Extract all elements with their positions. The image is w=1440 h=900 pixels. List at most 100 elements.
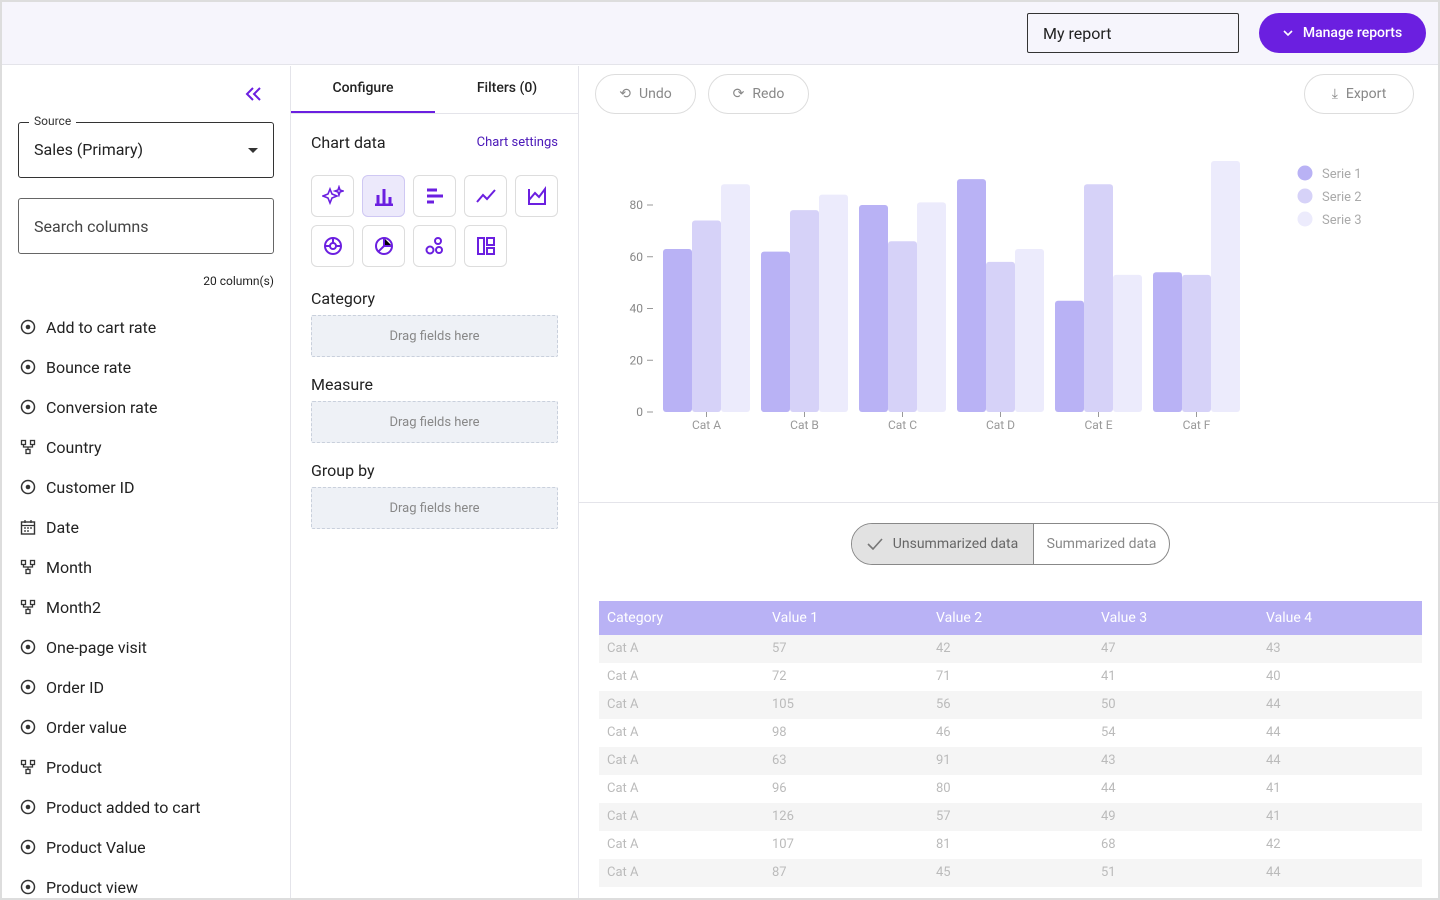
bar[interactable] [1153,272,1182,412]
section-title: Group by [311,461,375,480]
column-item[interactable]: Product [20,755,102,779]
chart-settings-link[interactable]: Chart settings [476,135,558,150]
bar[interactable] [1055,300,1084,412]
bar[interactable] [692,220,721,412]
row-stripe [599,747,1422,775]
column-icon [20,559,36,575]
bar[interactable] [721,184,750,412]
configure-tab[interactable]: Configure [332,80,394,96]
column-icon [20,839,36,855]
column-item[interactable]: Product Value [20,835,146,859]
horizontal-bar-button[interactable] [413,175,456,217]
bar[interactable] [1211,161,1240,412]
drop-zone[interactable]: Drag fields here [311,401,558,443]
table-cell: Cat A [607,809,639,824]
row-stripe [599,803,1422,831]
header-cell: Value 1 [772,610,819,626]
icon: ⟲ [619,86,632,102]
table-cell: 72 [772,669,787,684]
source-value: Sales (Primary) [34,140,144,159]
column-label: One-page visit [46,637,147,657]
bar[interactable] [663,248,692,412]
column-label: Add to cart rate [46,317,157,337]
y-tick-label: 20 [630,353,644,367]
filters-tab[interactable]: Filters (0) [476,80,538,96]
column-item[interactable]: Date [20,515,79,539]
data-toggle: Unsummarized data Summarized data [851,523,1170,565]
table-cell: 41 [1266,809,1281,824]
table-cell: 107 [772,837,794,852]
bar[interactable] [957,179,986,412]
export-button[interactable]: ⤓ Export [1304,74,1414,114]
bar-chart-button[interactable] [362,175,405,217]
main-area: ⟲ Undo ⟳ Redo ⤓ Export 0 20 40 60 80 Cat A Cat B C… [579,66,1438,898]
summarized-toggle[interactable]: Summarized data [1034,524,1169,564]
collapse-button[interactable] [245,86,263,102]
redo-button[interactable]: ⟳ Redo [708,74,809,114]
column-item[interactable]: Order ID [20,675,104,699]
column-item[interactable]: Conversion rate [20,395,158,419]
pie-chart-button[interactable] [362,225,405,267]
header-cell: Value 2 [936,610,983,626]
table-cell: 46 [936,725,951,740]
bar[interactable] [819,194,848,412]
bar[interactable] [1084,184,1113,412]
bar[interactable] [1182,274,1211,412]
column-item[interactable]: Bounce rate [20,355,131,379]
table-cell: Cat A [607,697,639,712]
undo-button[interactable]: ⟲ Undo [595,74,696,114]
column-label: Product [46,757,102,777]
toggle-label: Summarized data [1046,536,1157,552]
table-cell: Cat A [607,753,639,768]
dropdown-arrow [248,148,258,153]
drop-zone[interactable]: Drag fields here [311,487,558,529]
column-item[interactable]: Month2 [20,595,101,619]
area-chart-button[interactable] [515,175,558,217]
icon [527,186,546,205]
column-icon [20,399,36,415]
line-chart-button[interactable] [464,175,507,217]
bar[interactable] [859,205,888,412]
column-icon [20,799,36,815]
legend-label[interactable]: Serie 1 [1322,167,1362,182]
report-name-input[interactable]: My report [1027,13,1239,53]
column-item[interactable]: Country [20,435,102,459]
table-cell: 105 [772,697,794,712]
auto-chart-button[interactable] [311,175,354,217]
scatter-chart-button[interactable] [413,225,456,267]
column-item[interactable]: Product view [20,875,138,898]
bar[interactable] [888,241,917,412]
table-cell: 91 [936,753,951,768]
icon [425,237,443,255]
drop-zone[interactable]: Drag fields here [311,315,558,357]
icon [321,185,344,206]
column-item[interactable]: Add to cart rate [20,315,156,339]
bar[interactable] [986,261,1015,412]
bar[interactable] [761,251,790,412]
column-icon [20,599,36,615]
search-input[interactable]: Search columns [18,198,274,254]
legend-label[interactable]: Serie 3 [1322,213,1362,228]
bar[interactable] [1015,248,1044,412]
y-tick-label: 40 [630,302,644,316]
source-select[interactable] [18,122,274,178]
column-item[interactable]: Customer ID [20,475,134,499]
column-item[interactable]: One-page visit [20,635,147,659]
table-cell: 43 [1266,641,1281,656]
manage-reports-button[interactable]: Manage reports [1259,13,1426,53]
bar[interactable] [917,202,946,412]
column-icon [20,719,36,735]
table-cell: 68 [1101,837,1116,852]
column-item[interactable]: Product added to cart [20,795,200,819]
column-sidebar: Source Sales (Primary) Search columns 20… [2,66,291,898]
bar[interactable] [1113,274,1142,412]
column-item[interactable]: Month [20,555,92,579]
row-stripe [599,859,1422,887]
treemap-button[interactable] [464,225,507,267]
column-label: Order ID [46,677,105,697]
column-item[interactable]: Order value [20,715,127,739]
donut-chart-button[interactable] [311,225,354,267]
bar[interactable] [790,210,819,412]
legend-label[interactable]: Serie 2 [1322,190,1362,205]
unsummarized-toggle[interactable]: Unsummarized data [852,524,1034,564]
